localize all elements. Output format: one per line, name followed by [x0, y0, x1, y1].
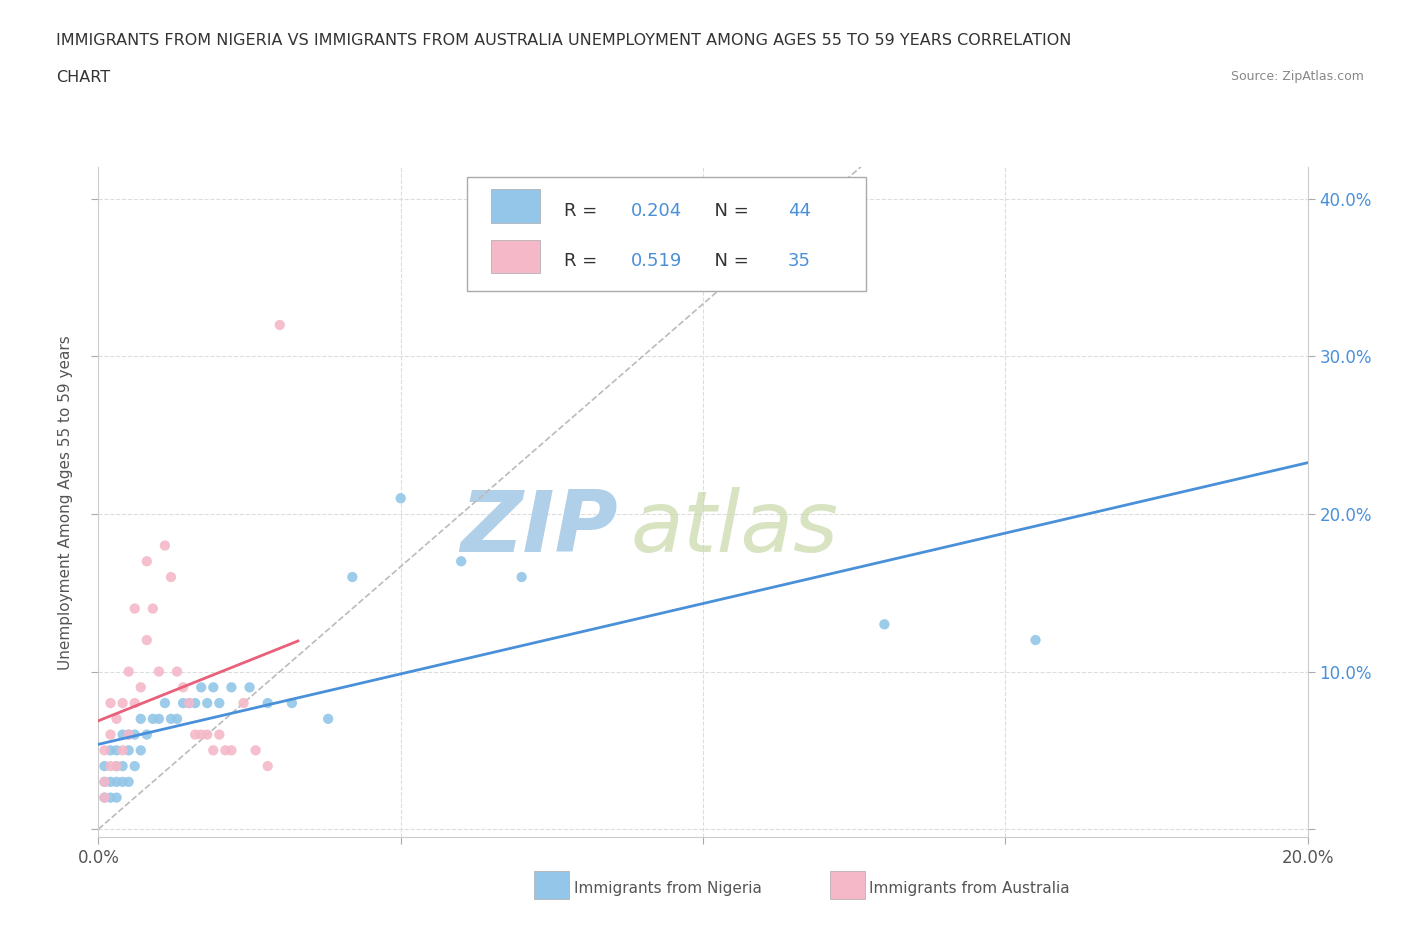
Point — [245, 743, 267, 758]
Point — [160, 569, 183, 584]
Text: Immigrants from Nigeria: Immigrants from Nigeria — [574, 881, 762, 896]
Point — [202, 680, 225, 695]
Text: R =: R = — [564, 202, 603, 219]
Point — [179, 696, 201, 711]
Point — [93, 759, 115, 774]
Point — [135, 727, 157, 742]
Point — [100, 727, 122, 742]
Point — [105, 759, 128, 774]
Point — [100, 775, 122, 790]
Text: Immigrants from Australia: Immigrants from Australia — [869, 881, 1070, 896]
Point — [105, 775, 128, 790]
Point — [450, 554, 472, 569]
Point — [256, 696, 278, 711]
Point — [124, 727, 146, 742]
Point — [124, 601, 146, 616]
Point — [873, 617, 896, 631]
Point — [148, 664, 170, 679]
Point — [93, 790, 115, 805]
Point — [142, 601, 165, 616]
Point — [316, 711, 339, 726]
Point — [100, 696, 122, 711]
Text: ZIP: ZIP — [461, 487, 619, 570]
Text: 35: 35 — [787, 252, 811, 270]
Point — [111, 696, 134, 711]
Point — [111, 775, 134, 790]
Point — [281, 696, 304, 711]
Point — [269, 317, 291, 332]
Point — [195, 696, 218, 711]
Point — [111, 759, 134, 774]
Point — [118, 743, 141, 758]
Point — [342, 569, 364, 584]
FancyBboxPatch shape — [492, 240, 540, 273]
Point — [179, 696, 201, 711]
Text: 0.204: 0.204 — [630, 202, 682, 219]
Point — [190, 680, 212, 695]
Point — [118, 727, 141, 742]
Point — [160, 711, 183, 726]
Text: CHART: CHART — [56, 70, 110, 85]
Point — [129, 743, 152, 758]
Text: N =: N = — [703, 252, 755, 270]
Point — [93, 743, 115, 758]
Point — [190, 727, 212, 742]
Point — [105, 711, 128, 726]
Point — [100, 759, 122, 774]
Point — [118, 664, 141, 679]
Point — [142, 711, 165, 726]
Point — [184, 696, 207, 711]
FancyBboxPatch shape — [467, 178, 866, 291]
Point — [510, 569, 533, 584]
Point — [129, 711, 152, 726]
Point — [214, 743, 236, 758]
Point — [256, 759, 278, 774]
Point — [202, 743, 225, 758]
Point — [239, 680, 262, 695]
Point — [124, 759, 146, 774]
Point — [118, 775, 141, 790]
Point — [1024, 632, 1046, 647]
Point — [100, 743, 122, 758]
Point — [221, 680, 243, 695]
Text: atlas: atlas — [630, 487, 838, 570]
Point — [100, 790, 122, 805]
Point — [111, 743, 134, 758]
Point — [124, 696, 146, 711]
Point — [153, 696, 176, 711]
Point — [195, 727, 218, 742]
Point — [184, 727, 207, 742]
Point — [208, 727, 231, 742]
Point — [148, 711, 170, 726]
Text: N =: N = — [703, 202, 755, 219]
Point — [105, 743, 128, 758]
Point — [111, 727, 134, 742]
Point — [105, 759, 128, 774]
Point — [221, 743, 243, 758]
Point — [105, 790, 128, 805]
Text: R =: R = — [564, 252, 603, 270]
Point — [93, 775, 115, 790]
Text: 0.519: 0.519 — [630, 252, 682, 270]
Point — [389, 491, 412, 506]
Point — [232, 696, 254, 711]
Point — [129, 680, 152, 695]
Y-axis label: Unemployment Among Ages 55 to 59 years: Unemployment Among Ages 55 to 59 years — [58, 335, 73, 670]
Point — [166, 664, 188, 679]
Point — [172, 680, 194, 695]
Point — [135, 554, 157, 569]
Point — [93, 775, 115, 790]
FancyBboxPatch shape — [492, 190, 540, 223]
Text: Source: ZipAtlas.com: Source: ZipAtlas.com — [1230, 70, 1364, 83]
Point — [172, 696, 194, 711]
Point — [208, 696, 231, 711]
Point — [93, 790, 115, 805]
Text: 44: 44 — [787, 202, 811, 219]
Point — [118, 727, 141, 742]
Point — [166, 711, 188, 726]
Text: IMMIGRANTS FROM NIGERIA VS IMMIGRANTS FROM AUSTRALIA UNEMPLOYMENT AMONG AGES 55 : IMMIGRANTS FROM NIGERIA VS IMMIGRANTS FR… — [56, 33, 1071, 47]
Point — [153, 538, 176, 553]
Point — [135, 632, 157, 647]
